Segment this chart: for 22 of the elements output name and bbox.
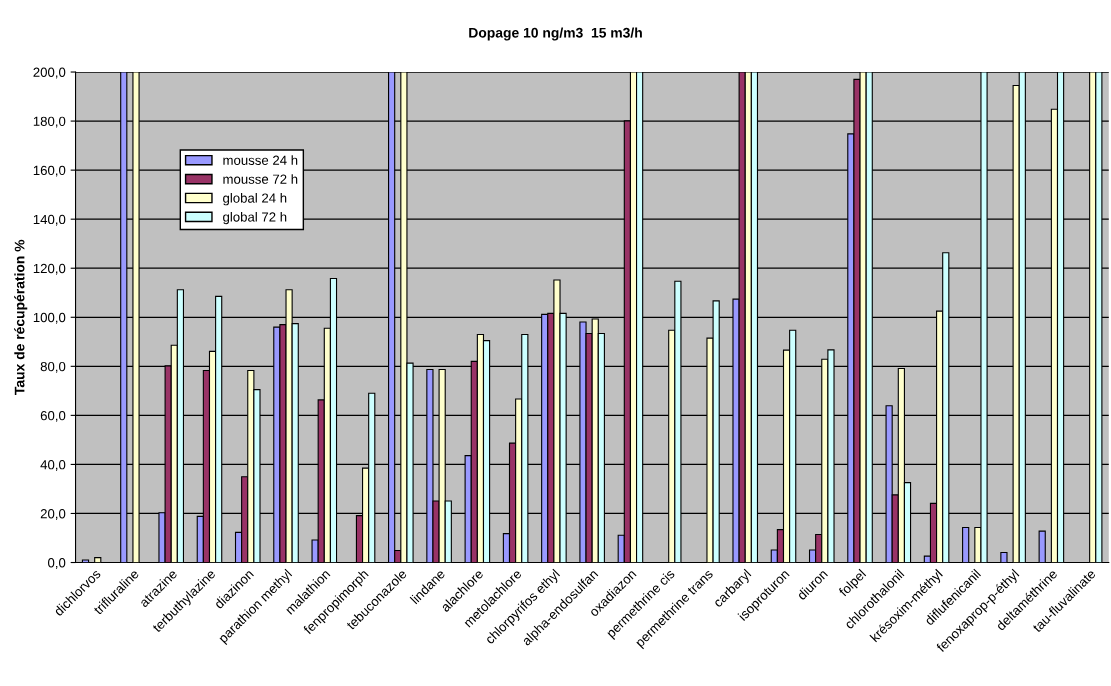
y-tick-label: 180,0	[33, 116, 66, 128]
bar	[94, 557, 102, 563]
y-tick-label: 40,0	[40, 459, 66, 471]
legend-label: global 72 h	[223, 211, 287, 225]
bar	[1000, 551, 1008, 563]
y-axis-title: Taux de récupération %	[14, 239, 28, 395]
chart-title: Dopage 10 ng/m3 15 m3/h	[469, 27, 642, 41]
y-tick-label: 20,0	[40, 509, 66, 520]
y-tick-label: 80,0	[40, 361, 66, 373]
y-tick-label: 140,0	[33, 214, 66, 226]
y-tick-label: 200,0	[33, 67, 66, 79]
legend-label: mousse 24 h	[223, 155, 298, 165]
y-tick-label: 120,0	[33, 263, 66, 275]
legend-label: global 24 h	[223, 193, 287, 206]
y-tick-label: 160,0	[33, 165, 66, 177]
bar	[962, 526, 970, 563]
legend-label: mousse 72 h	[223, 174, 298, 184]
bar	[81, 559, 90, 563]
y-tick-label: 0,0	[48, 558, 66, 569]
y-tick-label: 100,0	[33, 312, 66, 324]
bar	[1038, 530, 1046, 563]
y-tick-label: 60,0	[40, 410, 66, 422]
